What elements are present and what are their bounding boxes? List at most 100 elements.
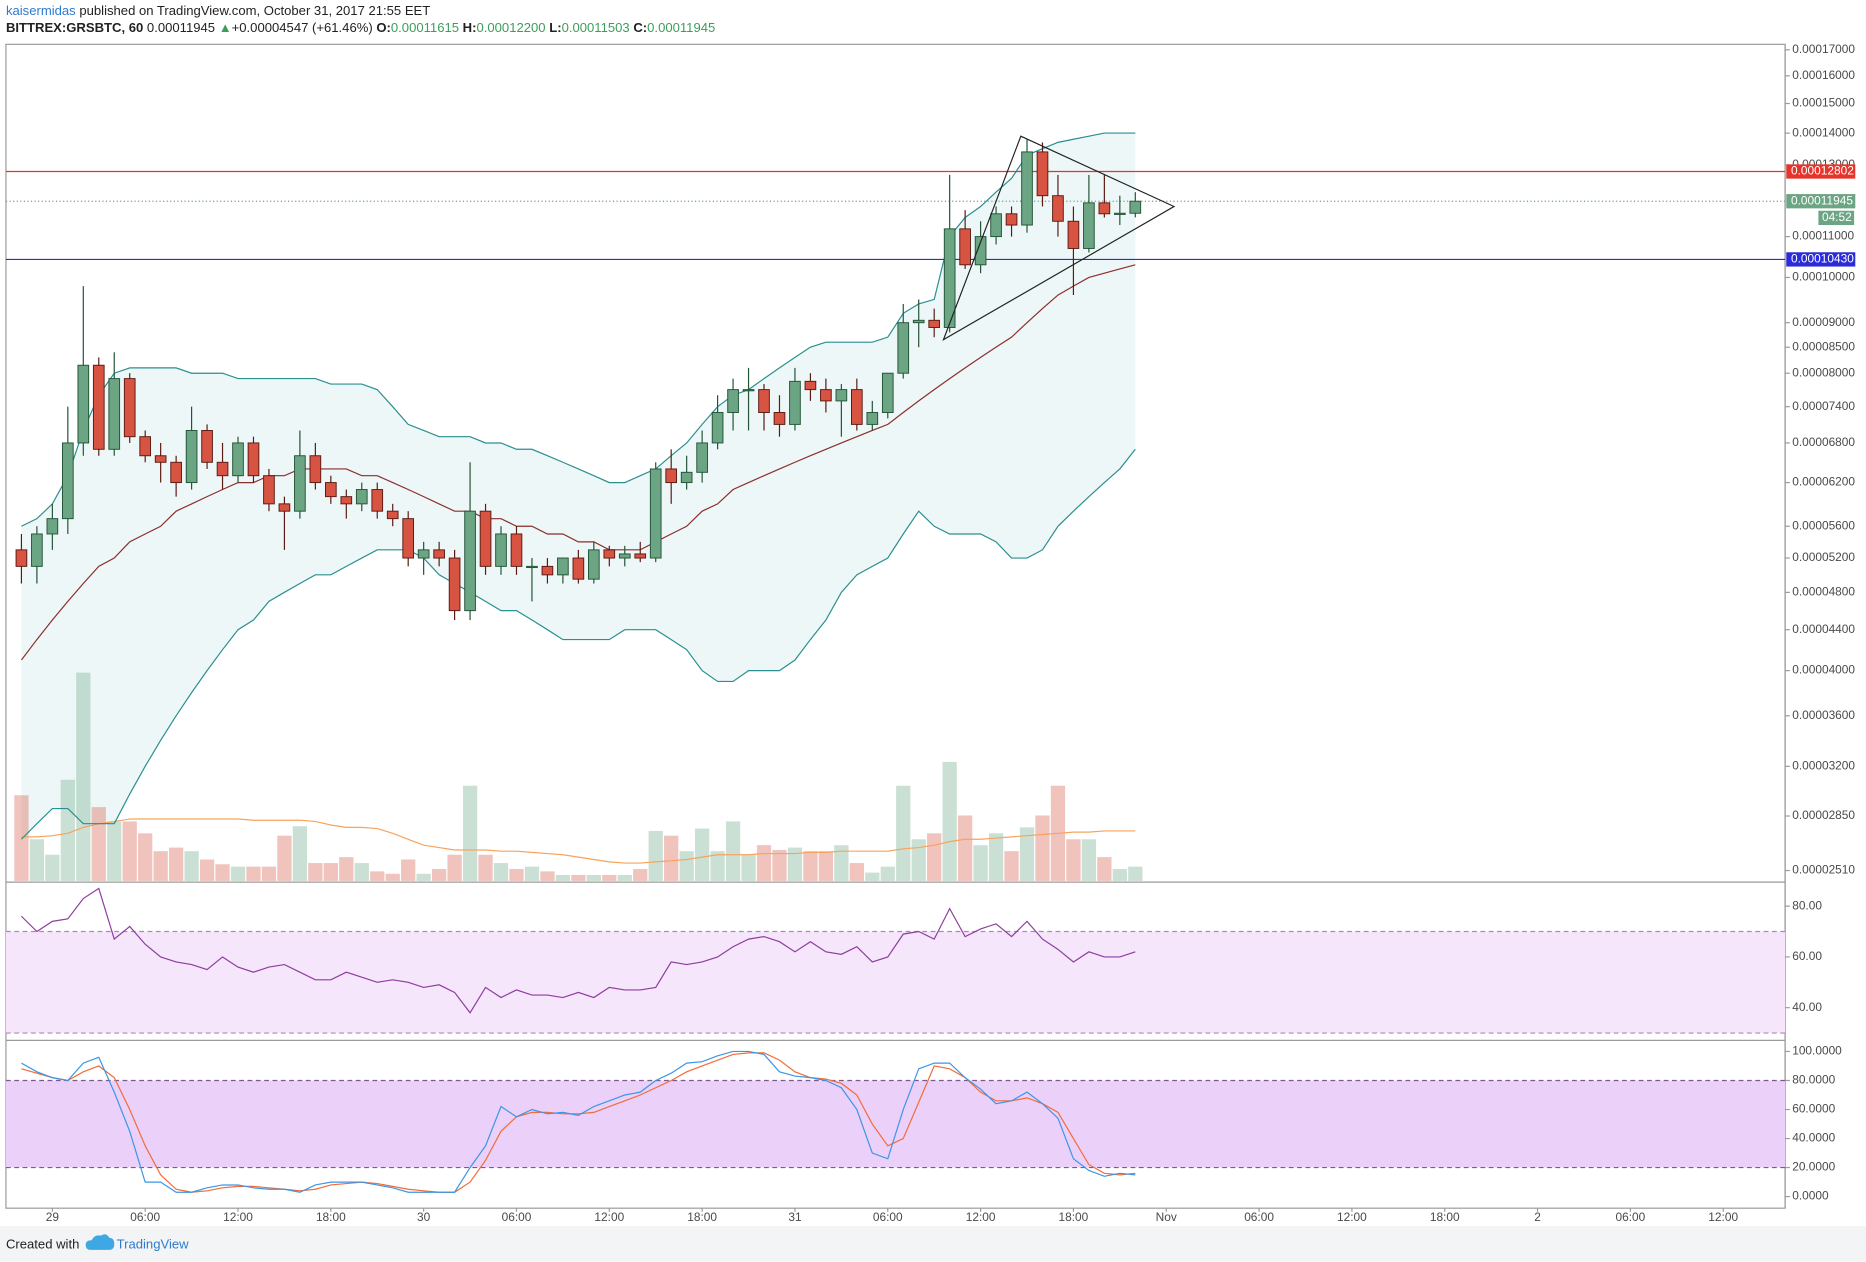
candle-body bbox=[804, 380, 817, 391]
candle-body bbox=[603, 549, 616, 559]
candle-body bbox=[634, 553, 647, 559]
x-tick-label: 18:00 bbox=[687, 1210, 717, 1224]
x-tick-label: 29 bbox=[46, 1210, 60, 1224]
candle-body bbox=[588, 549, 600, 580]
y-tick-label: 0.00008000 bbox=[1792, 365, 1855, 379]
volume-bar bbox=[664, 835, 679, 881]
candle-body bbox=[309, 455, 322, 484]
volume-bar bbox=[277, 835, 292, 881]
h-label: H: bbox=[463, 20, 477, 35]
y-tick-label: 0.00004000 bbox=[1792, 663, 1855, 677]
volume-bar bbox=[416, 873, 431, 881]
candle-body bbox=[294, 455, 306, 512]
candle-body bbox=[866, 412, 879, 425]
y-tick-label: 0.00004400 bbox=[1792, 622, 1855, 636]
candle-body bbox=[386, 510, 399, 520]
volume-bar bbox=[1112, 869, 1127, 881]
l-value: 0.00011503 bbox=[562, 20, 630, 35]
candle-body bbox=[510, 533, 523, 567]
published: published on TradingView.com, October 31… bbox=[79, 4, 430, 19]
volume-bar bbox=[308, 863, 323, 881]
stoch-tick-label: 0.0000 bbox=[1792, 1189, 1829, 1203]
volume-bar bbox=[896, 785, 911, 881]
triangle-drawing bbox=[942, 135, 1176, 342]
arrow: ▲ bbox=[219, 20, 232, 35]
author[interactable]: kaisermidas bbox=[6, 4, 76, 19]
footer-brand[interactable]: TradingView bbox=[117, 1237, 190, 1252]
candle-body bbox=[881, 372, 894, 413]
price-label: 0.00012802 bbox=[1791, 164, 1854, 178]
candle-body bbox=[123, 378, 136, 438]
volume-bar bbox=[246, 866, 261, 881]
candle-body bbox=[325, 482, 337, 498]
o-label: O: bbox=[376, 20, 391, 35]
l-label: L: bbox=[549, 20, 561, 35]
volume-bar bbox=[942, 761, 957, 881]
rsi-tick-label: 60.00 bbox=[1792, 949, 1822, 963]
candle-body bbox=[1098, 202, 1111, 215]
candle-body bbox=[433, 549, 445, 559]
footer-created: Created with bbox=[6, 1237, 79, 1252]
volume-bar bbox=[586, 874, 601, 881]
volume-bar bbox=[1004, 851, 1019, 881]
volume-bar bbox=[524, 866, 540, 881]
y-tick-label: 0.00006800 bbox=[1792, 435, 1855, 449]
o-value: 0.00011615 bbox=[391, 20, 459, 35]
volume-bar bbox=[988, 833, 1004, 881]
candle-body bbox=[696, 442, 708, 473]
volume-bar bbox=[76, 672, 91, 881]
candle-body bbox=[448, 557, 461, 612]
volume-bar bbox=[509, 869, 524, 881]
volume-bar bbox=[138, 833, 153, 881]
candle-body bbox=[170, 461, 182, 484]
volume-bar bbox=[694, 828, 710, 881]
volume-bar bbox=[1081, 839, 1097, 881]
candle-body bbox=[278, 503, 291, 512]
candle-body bbox=[526, 565, 538, 569]
volume-bar bbox=[803, 851, 818, 881]
y-tick-label: 0.00017000 bbox=[1792, 42, 1855, 56]
x-tick-label: 06:00 bbox=[1244, 1210, 1274, 1224]
candle-body bbox=[479, 510, 492, 567]
volume-bar bbox=[571, 874, 586, 881]
candle-body bbox=[928, 319, 941, 328]
volume-bar bbox=[865, 872, 880, 881]
candle-body bbox=[680, 471, 693, 484]
candle-body bbox=[1114, 212, 1126, 215]
volume-bar bbox=[261, 866, 277, 881]
h-value: 0.00012200 bbox=[476, 20, 545, 35]
volume-bar bbox=[973, 845, 988, 881]
countdown-box bbox=[1818, 210, 1855, 226]
candle-body bbox=[402, 518, 415, 559]
candle-body bbox=[139, 436, 152, 457]
stoch-band-fill bbox=[5, 1080, 1786, 1168]
candle-body bbox=[789, 380, 801, 425]
candle-body bbox=[340, 496, 353, 505]
candle-body bbox=[417, 549, 430, 559]
change: +0.00004547 (+61.46%) bbox=[232, 20, 373, 35]
volume-bar bbox=[772, 849, 787, 881]
volume-bar bbox=[168, 847, 184, 881]
candle-body bbox=[355, 489, 368, 505]
price: 0.00011945 bbox=[147, 20, 215, 35]
candle-body bbox=[247, 442, 260, 477]
volume-bar bbox=[493, 863, 509, 881]
candle-body bbox=[572, 557, 585, 580]
last-price-box bbox=[1786, 194, 1856, 209]
candle-body bbox=[201, 430, 213, 463]
volume-bar bbox=[29, 839, 45, 881]
y-tick-label: 0.00005600 bbox=[1792, 518, 1855, 532]
candle-body bbox=[495, 533, 507, 567]
x-tick-label: 12:00 bbox=[594, 1210, 624, 1224]
volume-bar bbox=[323, 863, 338, 881]
volume-bar bbox=[679, 851, 694, 881]
volume-bar bbox=[818, 851, 834, 881]
y-tick-label: 0.00016000 bbox=[1792, 68, 1855, 82]
countdown-label: 04:52 bbox=[1822, 210, 1852, 224]
symbol: BITTREX:GRSBTC, 60 bbox=[6, 20, 143, 35]
stoch-d-line bbox=[21, 1052, 1136, 1193]
candle-body bbox=[216, 461, 229, 477]
volume-bar bbox=[787, 847, 803, 881]
footer-bar bbox=[0, 1226, 1866, 1262]
